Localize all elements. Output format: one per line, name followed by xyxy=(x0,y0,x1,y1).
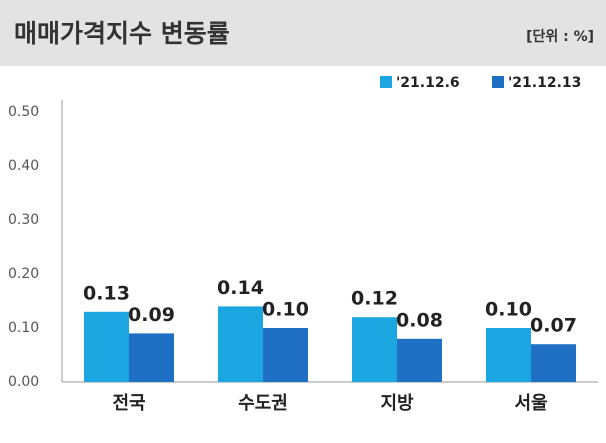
legend-swatch xyxy=(492,76,504,88)
bar xyxy=(218,306,263,382)
y-tick-label: 0.20 xyxy=(8,266,39,282)
title-bar xyxy=(0,0,606,66)
legend-label: '21.12.13 xyxy=(508,75,581,91)
x-tick-label: 지방 xyxy=(380,393,414,414)
bar xyxy=(84,311,129,382)
chart-title: 매매가격지수 변동률 xyxy=(14,19,230,48)
unit-label: [단위 : %] xyxy=(526,28,594,45)
x-tick-label: 전국 xyxy=(112,393,145,414)
value-label: 0.10 xyxy=(262,299,309,321)
legend-label: '21.12.6 xyxy=(396,75,460,91)
value-label: 0.09 xyxy=(128,304,175,326)
y-tick-label: 0.40 xyxy=(8,158,39,174)
bar xyxy=(397,338,442,382)
legend-swatch xyxy=(380,76,392,88)
y-tick-label: 0.30 xyxy=(8,212,39,228)
x-tick-label: 서울 xyxy=(514,393,547,414)
value-label: 0.13 xyxy=(83,282,130,304)
bar xyxy=(486,328,531,382)
bar xyxy=(352,317,397,382)
value-label: 0.08 xyxy=(396,309,443,331)
value-label: 0.07 xyxy=(530,315,577,337)
y-tick-label: 0.00 xyxy=(8,374,39,390)
bar xyxy=(263,328,308,382)
y-tick-label: 0.50 xyxy=(8,104,39,120)
value-label: 0.10 xyxy=(485,299,532,321)
x-tick-label: 수도권 xyxy=(238,393,288,414)
y-tick-label: 0.10 xyxy=(8,320,39,336)
value-label: 0.12 xyxy=(351,288,398,310)
bar xyxy=(531,344,576,382)
bar xyxy=(129,333,174,382)
value-label: 0.14 xyxy=(217,277,264,299)
